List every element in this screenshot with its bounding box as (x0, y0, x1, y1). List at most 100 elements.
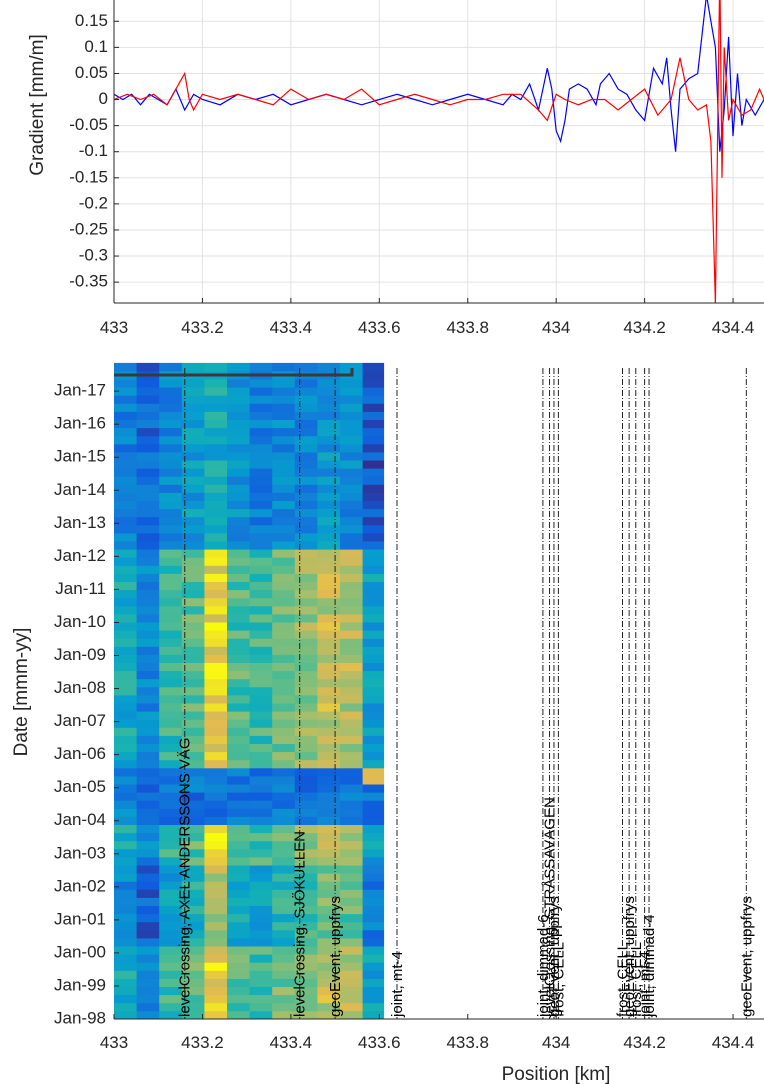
heatmap-cell (317, 913, 341, 923)
heatmap-cell (340, 840, 363, 850)
heatmap-cell (317, 840, 341, 850)
gradient-chart: 0.2 0.15 0.1 0.05 0 -0.05 -0.1 -0.15 -0.2 -0.25 -0… (27, 0, 764, 337)
heatmap-cell (272, 452, 296, 461)
heatmap-cell (159, 452, 183, 461)
heatmap-cell (340, 776, 363, 785)
heatmap-cell (114, 638, 137, 647)
heatmap-cell (227, 735, 250, 744)
heatmap-cell (317, 759, 341, 769)
heatmap-cell (204, 889, 228, 898)
heatmap-cell (114, 597, 137, 607)
heatmap-y-tick-label: Jan-99 (54, 975, 106, 994)
heatmap-cell (317, 403, 341, 412)
heatmap-cell (294, 962, 318, 971)
heatmap-cell (136, 630, 160, 639)
heatmap-cell (272, 711, 296, 720)
heatmap-cell (362, 970, 385, 979)
heatmap-cell (159, 646, 183, 655)
heatmap-cell (181, 929, 205, 939)
heatmap-cell (294, 541, 318, 550)
heatmap-cell (136, 816, 160, 825)
heatmap-cell (181, 395, 205, 404)
heatmap-cell (159, 500, 183, 510)
event-marker-label: levelCrossing, AXEL ANDERSSONS VÄG (177, 737, 194, 1017)
heatmap-cell (136, 962, 160, 971)
heatmap-cell (317, 452, 341, 461)
heatmap-cell (159, 484, 183, 493)
heatmap-cell (181, 476, 205, 485)
heatmap-cell (114, 848, 137, 858)
heatmap-cell (249, 832, 273, 842)
heatmap-cell (227, 686, 250, 696)
heatmap-cell (340, 589, 363, 599)
heatmap-cell (114, 435, 137, 445)
heatmap-cell (136, 767, 160, 777)
heatmap-cell (204, 622, 228, 631)
heatmap-cell (317, 897, 341, 906)
heatmap-cell (272, 994, 296, 1004)
heatmap-cell (227, 427, 250, 437)
heatmap-cell (181, 565, 205, 574)
heatmap-cell (181, 686, 205, 696)
heatmap-cell (114, 921, 137, 931)
heatmap-cell (159, 638, 183, 647)
heatmap-cell (204, 743, 228, 753)
heatmap-cell (181, 840, 205, 850)
heatmap-cell (181, 387, 205, 396)
heatmap-cell (227, 800, 250, 809)
heatmap-cell (114, 395, 137, 404)
heatmap-cell (181, 452, 205, 461)
heatmap-cell (181, 727, 205, 736)
heatmap-cell (227, 881, 250, 890)
heatmap-cell (227, 379, 250, 388)
heatmap-cell (317, 411, 341, 420)
heatmap-cell (362, 508, 385, 518)
heatmap-cell (159, 573, 183, 582)
heatmap-cell (204, 759, 228, 769)
heatmap-cell (294, 589, 318, 599)
heatmap-cell (227, 840, 250, 850)
heatmap-cell (249, 759, 273, 769)
heatmap-cell (204, 524, 228, 534)
heatmap-cell (136, 614, 160, 623)
heatmap-cell (204, 460, 228, 469)
event-marker-label: frost, CELL (628, 942, 645, 1017)
heatmap-cell (249, 541, 273, 550)
heatmap-cell (227, 508, 250, 518)
heatmap-y-tick-label: Jan-98 (54, 1008, 106, 1027)
heatmap-cell (340, 735, 363, 744)
heatmap-cell (181, 549, 205, 558)
gradient-y-tick-label: -0.15 (69, 167, 108, 186)
heatmap-cell (227, 630, 250, 639)
heatmap-x-tick-label: 433.2 (181, 1033, 224, 1052)
heatmap-cell (114, 443, 137, 453)
heatmap-y-tick-label: Jan-17 (54, 381, 106, 400)
gradient-grid (113, 0, 764, 303)
heatmap-cell (181, 460, 205, 469)
heatmap-cell (159, 938, 183, 947)
heatmap-cell (114, 913, 137, 923)
heatmap-cell (227, 913, 250, 923)
heatmap-cell (159, 395, 183, 404)
heatmap-cell (159, 954, 183, 963)
heatmap-cell (272, 484, 296, 493)
heatmap-cell (249, 913, 273, 923)
heatmap-cell (272, 573, 296, 582)
heatmap-cell (204, 452, 228, 461)
heatmap-cell (159, 387, 183, 396)
heatmap-cell (227, 662, 250, 672)
heatmap-cell (362, 443, 385, 453)
heatmap-cell (181, 816, 205, 825)
heatmap-cell (159, 1002, 183, 1012)
heatmap-cell (340, 1002, 363, 1012)
heatmap-cell (294, 557, 318, 566)
heatmap-cell (362, 711, 385, 720)
heatmap-cell (204, 662, 228, 672)
heatmap-cell (272, 824, 296, 834)
heatmap-cell (159, 759, 183, 769)
heatmap-cell (114, 905, 137, 915)
heatmap-cell (114, 492, 137, 501)
heatmap-cell (114, 695, 137, 704)
heatmap-cell (159, 443, 183, 453)
heatmap-cell (227, 541, 250, 550)
